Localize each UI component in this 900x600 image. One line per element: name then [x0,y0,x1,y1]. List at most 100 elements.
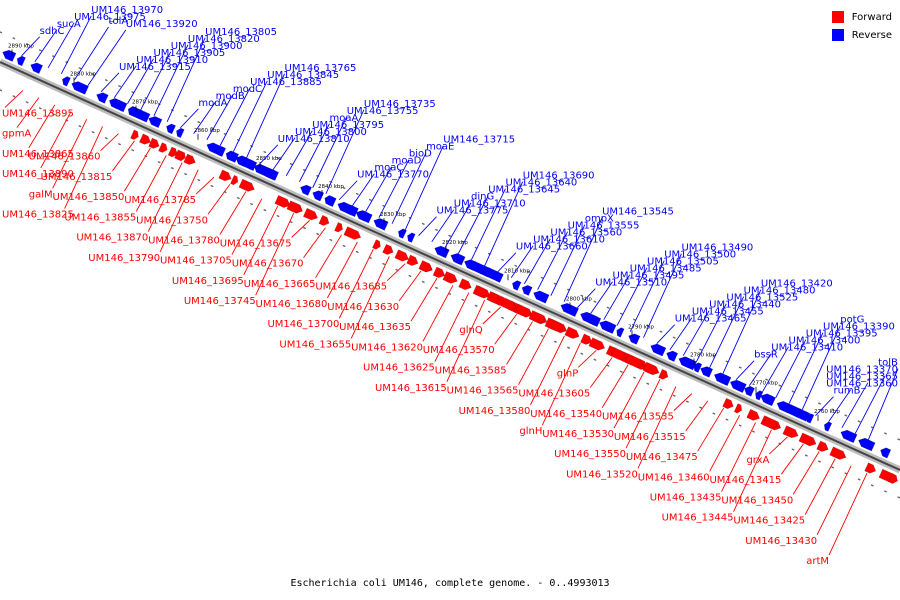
reverse-gene [112,99,128,113]
forward-gene [382,243,394,255]
gene-label: bioD [409,149,432,160]
gene-label: UM146_13410 [771,343,843,354]
leader-line [365,166,393,212]
leader-line [669,317,693,350]
forward-gene [888,473,898,484]
gene-label: UM146_13860 [29,152,101,163]
leader-line [255,212,295,296]
leader-line [21,36,40,57]
leader-line [643,253,682,338]
reverse-gene [755,390,764,401]
reverse-gene [693,362,703,373]
gene-label: UM146_13755 [347,106,419,117]
forward-gene [372,239,381,250]
leader-line [816,465,852,536]
leader-line [762,346,789,392]
reverse-gene [344,204,359,218]
gene-label: UM146_13365 [826,372,898,383]
gene-label: UM146_13905 [153,48,225,59]
forward-gene [798,432,817,447]
leader-line [446,299,486,382]
gene-label: UM146_13495 [613,271,685,282]
leader-line [589,357,613,388]
leader-line [34,29,58,63]
gene-label: UM146_13615 [375,383,447,394]
leader-line [350,256,390,339]
gene-label: UM146_13910 [136,55,208,66]
reverse-gene [407,232,416,243]
gene-label: rumB [833,386,860,397]
leader-line [325,109,365,194]
gene-label: UM146_13395 [806,329,878,340]
reverse-gene [760,393,776,407]
leader-line [404,145,444,230]
leader-line [60,15,92,74]
forward-gene [406,254,419,266]
gene-label: sucA [57,19,81,30]
forward-swatch [831,11,844,23]
gene-label: UM146_13515 [614,432,686,443]
gene-label: potG [840,315,864,326]
leader-line [315,234,342,279]
leader-line [312,116,348,188]
leader-line [153,44,189,116]
leader-line [550,224,586,296]
leader-line [577,349,597,368]
tick-label: 2830 kbp [380,212,406,218]
gene-label: UM146_13640 [505,178,577,189]
leader-line [159,169,199,253]
gene-label: modA [198,98,227,109]
leader-line [867,368,899,440]
gene-label: modC [233,84,262,95]
leader-line [285,130,313,176]
gene-label: ompX [585,214,614,225]
leader-line [471,188,506,260]
leader-line [828,389,852,422]
leader-line [484,181,524,266]
leader-line [180,108,199,129]
forward-gene [174,149,183,160]
leader-line [523,238,551,284]
gene-label: UM146_13540 [530,409,602,420]
leader-line [590,281,613,314]
leader-line [780,443,804,475]
leader-line [457,195,489,254]
leader-line [418,216,437,237]
reverse-gene [533,290,550,304]
gene-label: gpmA [2,129,31,140]
leader-line [697,407,725,452]
reverse-gene [666,350,679,362]
gene-label: UM146_13800 [295,127,367,138]
leader-line [735,360,755,380]
reverse-gene [744,385,755,397]
gene-label: UM146_13735 [364,99,436,110]
leader-line [113,65,137,99]
forward-gene [394,249,409,262]
reverse-gene [166,123,176,135]
forward-gene [302,207,318,221]
gene-label: UM146_13415 [709,475,781,486]
gene-label: UM146_13585 [435,365,507,376]
leader-line [601,364,629,408]
gene-label: UM146_13790 [88,253,160,264]
gene-label: UM146_13500 [664,250,736,261]
leader-line [16,97,40,128]
forward-gene [343,226,362,240]
legend: Forward Reverse [831,8,892,44]
leader-line [616,267,648,326]
gene-label: UM146_13430 [745,536,817,547]
gene-label: UM146_13690 [523,171,595,182]
leader-line [338,249,374,319]
reverse-gene [823,421,833,432]
leader-line [682,310,710,356]
forward-gene [544,317,564,332]
reverse-gene [600,320,612,332]
leader-line [135,155,167,212]
leader-line [506,321,533,365]
reverse-gene [148,116,163,129]
reverse-gene [300,184,312,196]
gene-label: UM146_13970 [91,5,163,16]
leader-line [748,353,772,386]
leader-line [338,180,358,201]
reverse-gene [254,163,265,175]
